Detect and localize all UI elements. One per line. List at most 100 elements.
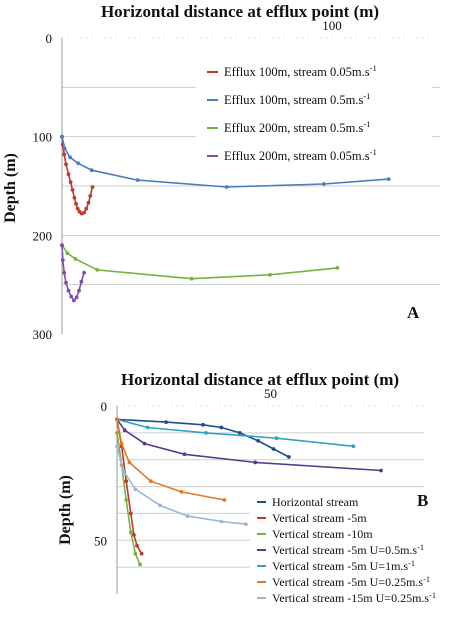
chart-a-data-point — [68, 155, 72, 160]
chart-b-data-point — [128, 511, 133, 516]
chart-b-y-tick-label: 0 — [101, 399, 108, 414]
chart-a-data-point — [77, 288, 81, 293]
chart-a-data-point — [64, 280, 68, 285]
chart-a-data-point — [62, 146, 67, 151]
chart-b-data-point — [122, 428, 127, 433]
chart-a-legend-label: Efflux 200m, stream 0.5m.s-1 — [224, 119, 371, 135]
chart-b-data-point — [119, 441, 124, 446]
chart-a-data-point — [60, 134, 64, 139]
chart-a-data-point — [135, 178, 140, 183]
chart-a-series-efflux-200m-stream-0-5m-s-1 — [60, 243, 340, 281]
chart-b-legend-item: Vertical stream -15m U=0.25m.s-1 — [257, 591, 436, 606]
chart-a-series-efflux-200m-stream-0-05m-s-1 — [60, 243, 86, 303]
chart-b-legend-label: Vertical stream -5m U=1m.s-1 — [272, 559, 415, 574]
chart-a-legend-label: Efflux 100m, stream 0.05m.s-1 — [224, 63, 377, 79]
chart-b-data-point — [132, 533, 136, 537]
chart-a-data-point — [386, 177, 391, 182]
chart-a-series — [60, 134, 391, 303]
chart-a-data-point — [335, 266, 340, 270]
chart-b-data-point — [145, 425, 150, 430]
chart-a-data-point — [72, 298, 76, 303]
chart-a-series-efflux-100m-stream-0-05m-s-1 — [60, 134, 95, 216]
chart-a-series-line — [61, 244, 338, 280]
chart-b-legend: Horizontal stream Vertical stream -5m Vert… — [250, 492, 436, 614]
chart-a-legend-label: Efflux 200m, stream 0.05m.s-1 — [224, 147, 377, 163]
chart-a-legend-label: Efflux 100m, stream 0.5m.s-1 — [224, 91, 371, 107]
chart-a-legend-box — [196, 58, 432, 176]
chart-a-x-tick-label: 100 — [322, 18, 342, 33]
chart-b-data-point — [128, 530, 133, 535]
chart-a-data-point — [60, 258, 65, 262]
chart-b-series — [115, 417, 383, 567]
chart-b-series-line — [116, 418, 290, 458]
chart-a-legend: Efflux 100m, stream 0.05m.s-1 Efflux 100m… — [196, 58, 432, 176]
chart-b-y-axis-label: Depth (m) — [57, 475, 74, 545]
chart-b-data-point — [201, 422, 205, 427]
chart-a-legend-item: Efflux 100m, stream 0.5m.s-1 — [207, 91, 371, 107]
chart-b-legend-item: Horizontal stream — [257, 495, 359, 509]
chart-b-series-vertical-stream-15m-u-0-25m-s-1 — [115, 444, 248, 527]
chart-b-data-point — [115, 417, 119, 422]
chart-b-data-point — [133, 487, 138, 492]
chart-b-legend-label: Vertical stream -5m — [272, 511, 367, 525]
chart-a-data-point — [74, 201, 78, 206]
chart-b-legend-item: Vertical stream -10m — [257, 527, 373, 541]
chart-panel-b: Horizontal distance at efflux point (m) … — [57, 370, 436, 614]
chart-b-data-point — [222, 498, 227, 502]
chart-b-legend-label: Vertical stream -5m U=0.5m.s-1 — [272, 543, 424, 558]
chart-b-data-point — [139, 551, 144, 556]
chart-a-y-tick-label: 100 — [33, 130, 53, 145]
chart-a-data-point — [62, 152, 67, 157]
chart-b-legend-label: Vertical stream -5m U=0.25m.s-1 — [272, 575, 430, 590]
chart-a-axes: 0 100 200 300 100 — [33, 18, 440, 342]
chart-a-data-point — [189, 276, 194, 281]
chart-b-series-line — [116, 446, 246, 525]
chart-b-y-tick-label: 50 — [94, 533, 107, 548]
chart-b-data-point — [115, 431, 119, 435]
chart-b-data-point — [219, 425, 224, 430]
chart-b-legend-label: Vertical stream -15m U=0.25m.s-1 — [272, 591, 436, 606]
chart-b-data-point — [138, 562, 142, 567]
chart-a-series-efflux-100m-stream-0-5m-s-1 — [60, 134, 391, 189]
chart-a-data-point — [268, 272, 272, 277]
chart-a-data-point — [88, 194, 93, 198]
chart-b-legend-box — [250, 492, 428, 614]
chart-b-series-vertical-stream-5m — [115, 417, 144, 556]
chart-a-data-point — [90, 185, 95, 189]
chart-b-legend-item: Vertical stream -5m — [257, 511, 367, 525]
chart-b-title: Horizontal distance at efflux point (m) — [121, 370, 399, 389]
chart-b-panel-label: B — [417, 491, 428, 510]
chart-b-data-point — [237, 431, 242, 435]
chart-b-x-tick-label: 50 — [264, 386, 277, 401]
chart-a-data-point — [72, 195, 77, 200]
chart-a-y-tick-label: 300 — [33, 327, 53, 342]
chart-b-data-point — [115, 444, 119, 449]
chart-b-data-point — [271, 447, 276, 451]
chart-b-data-point — [256, 439, 261, 443]
chart-a-data-point — [76, 161, 81, 166]
chart-b-data-point — [121, 468, 125, 473]
chart-a-data-point — [79, 279, 84, 284]
chart-b-data-point — [142, 441, 147, 446]
chart-b-data-point — [158, 503, 162, 508]
chart-b-legend-item: Vertical stream -5m U=1m.s-1 — [257, 559, 415, 574]
chart-a-legend-item: Efflux 200m, stream 0.5m.s-1 — [207, 119, 371, 135]
chart-b-data-point — [379, 468, 383, 473]
chart-a-legend-item: Efflux 200m, stream 0.05m.s-1 — [207, 147, 377, 163]
chart-b-data-point — [274, 436, 279, 441]
chart-a-data-point — [82, 210, 86, 215]
chart-a-title: Horizontal distance at efflux point (m) — [101, 2, 379, 21]
chart-a-data-point — [84, 206, 89, 211]
chart-a-y-tick-label: 200 — [33, 228, 53, 243]
chart-b-legend-item: Vertical stream -5m U=0.5m.s-1 — [257, 543, 424, 558]
chart-b-legend-item: Vertical stream -5m U=0.25m.s-1 — [257, 575, 430, 590]
chart-a-data-point — [69, 294, 74, 299]
chart-b-legend-label: Horizontal stream — [272, 495, 359, 509]
chart-b-series-horizontal-stream — [115, 417, 291, 459]
chart-a-data-point — [60, 243, 64, 248]
chart-a-data-point — [62, 270, 67, 275]
chart-a-data-point — [64, 162, 68, 167]
chart-a-data-point — [95, 268, 99, 272]
chart-b-data-point — [124, 479, 129, 484]
